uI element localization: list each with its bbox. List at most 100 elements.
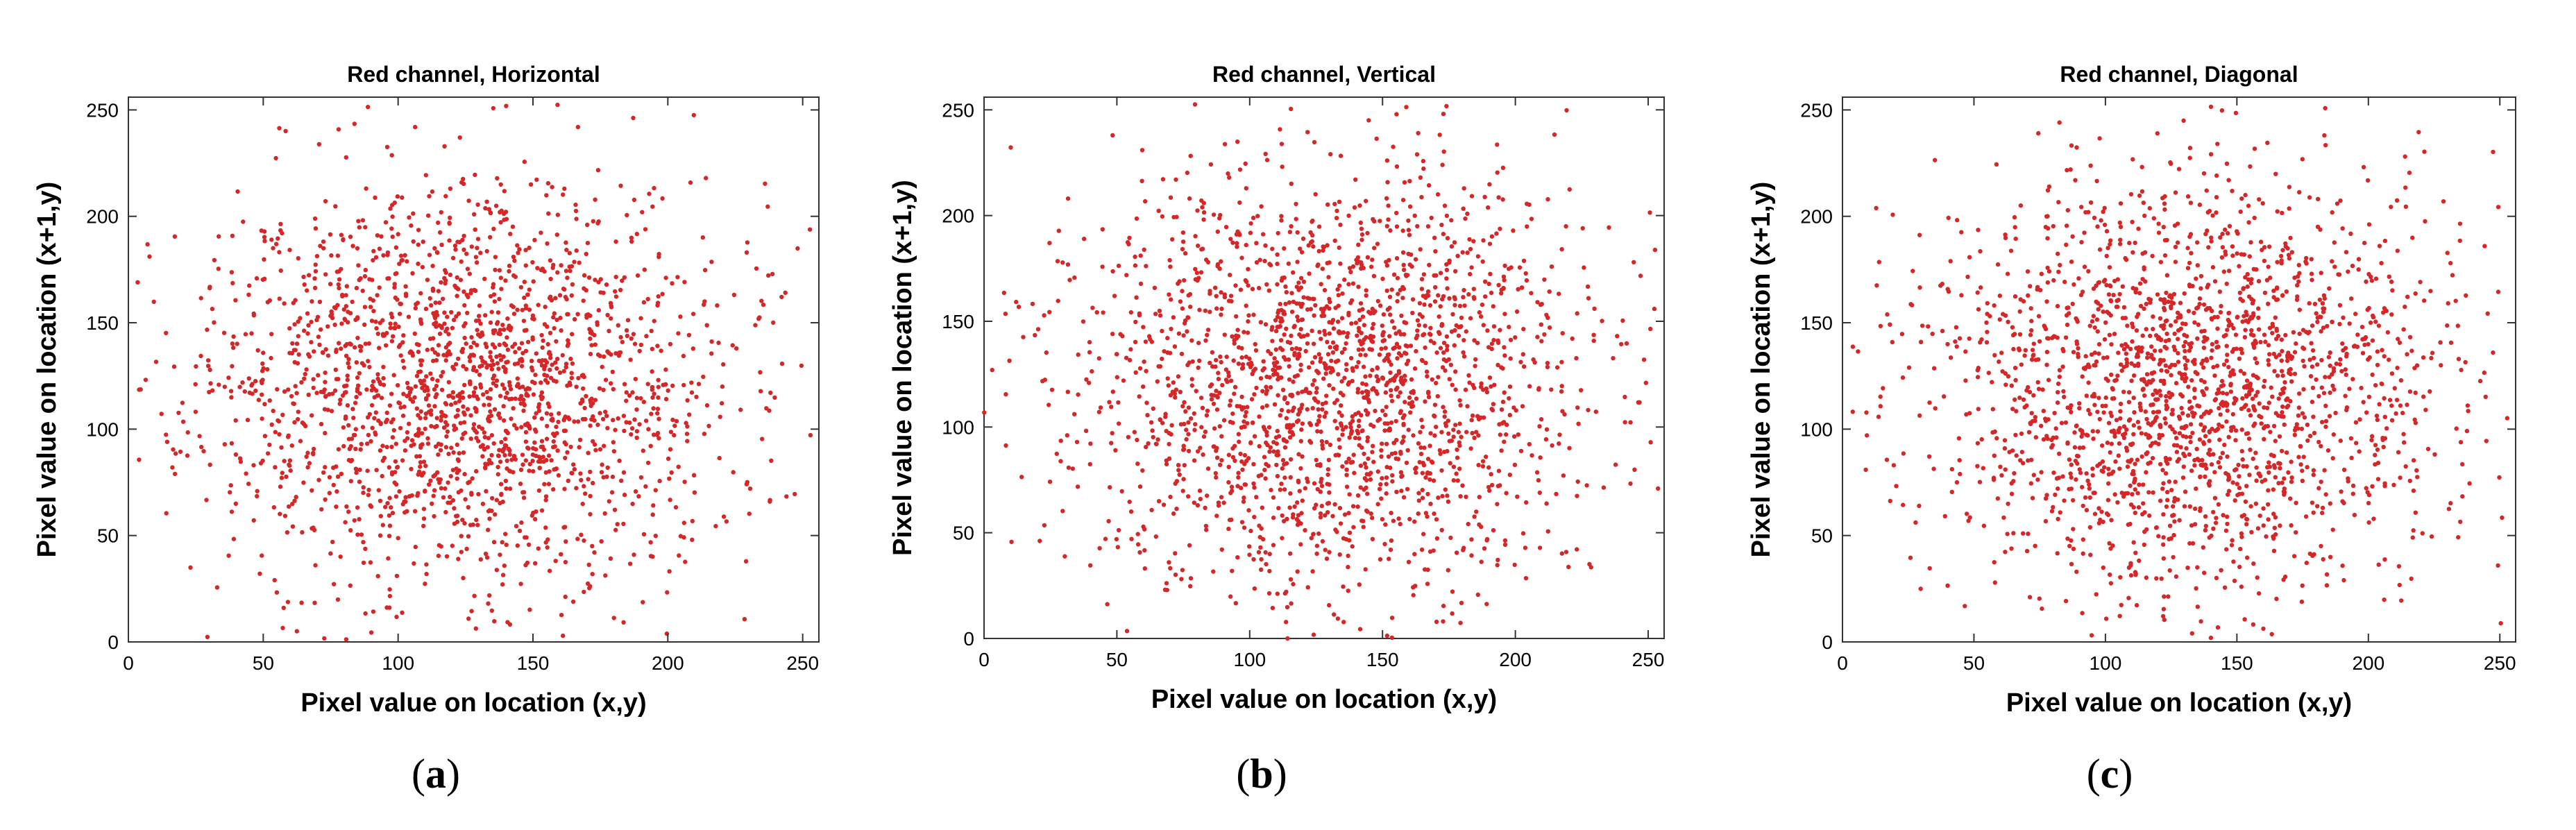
scatter-point <box>611 449 617 454</box>
scatter-point <box>1056 298 1060 303</box>
scatter-point <box>1150 428 1155 433</box>
scatter-point <box>701 374 706 380</box>
scatter-point <box>387 534 392 539</box>
scatter-point <box>1346 213 1351 218</box>
scatter-point <box>530 380 535 384</box>
scatter-point <box>1338 261 1343 266</box>
scatter-point <box>411 211 416 216</box>
scatter-point <box>1428 332 1433 337</box>
scatter-point <box>393 271 398 276</box>
scatter-point <box>2308 373 2314 379</box>
scatter-point <box>1258 376 1264 381</box>
scatter-point <box>391 427 396 433</box>
scatter-point <box>318 327 323 332</box>
scatter-point <box>1294 201 1298 207</box>
scatter-point <box>507 269 511 273</box>
scatter-point <box>2002 446 2008 451</box>
scatter-point <box>2102 337 2108 342</box>
scatter-point <box>1287 430 1293 434</box>
scatter-point <box>1285 400 1290 406</box>
scatter-point <box>2240 319 2245 324</box>
scatter-point <box>380 443 385 448</box>
scatter-point <box>1392 345 1398 350</box>
scatter-point <box>574 217 579 221</box>
scatter-point <box>2421 355 2426 360</box>
scatter-point <box>1203 523 1209 529</box>
scatter-point <box>289 393 294 399</box>
scatter-point <box>1403 321 1409 325</box>
scatter-point <box>1480 259 1485 264</box>
scatter-point <box>261 366 266 371</box>
scatter-point <box>214 585 220 590</box>
scatter-point <box>1489 472 1493 477</box>
scatter-point <box>1337 437 1341 442</box>
scatter-point <box>1230 240 1235 245</box>
scatter-point <box>504 103 509 108</box>
scatter-point <box>534 453 539 458</box>
scatter-point <box>537 466 542 471</box>
scatter-point <box>685 439 690 443</box>
scatter-point <box>390 214 395 219</box>
scatter-point <box>1346 511 1351 516</box>
scatter-point <box>2188 439 2193 445</box>
y-axis-label: Pixel value on location (x+1,y) <box>33 182 62 558</box>
scatter-point <box>2439 363 2443 368</box>
scatter-point <box>2198 422 2203 427</box>
scatter-point <box>401 391 406 396</box>
scatter-point <box>604 414 609 418</box>
scatter-point <box>1495 563 1500 568</box>
scatter-point <box>1110 269 1115 274</box>
scatter-point <box>1327 331 1332 336</box>
scatter-point <box>1336 303 1341 308</box>
scatter-point <box>457 239 462 244</box>
scatter-point <box>228 483 233 488</box>
scatter-point <box>436 553 441 559</box>
scatter-point <box>1364 508 1369 513</box>
scatter-point <box>1500 197 1505 202</box>
scatter-point <box>1106 518 1111 524</box>
scatter-point <box>402 448 408 453</box>
scatter-point <box>1371 217 1375 222</box>
scatter-point <box>1500 421 1505 425</box>
scatter-point <box>1244 409 1248 415</box>
scatter-point <box>474 430 479 435</box>
scatter-point <box>340 393 346 398</box>
scatter-point <box>589 396 594 401</box>
scatter-point <box>2128 573 2134 578</box>
scatter-point <box>185 453 190 458</box>
scatter-point <box>1495 557 1500 563</box>
scatter-point <box>369 319 375 323</box>
scatter-point <box>453 414 459 419</box>
scatter-point <box>567 416 572 421</box>
scatter-point <box>1624 341 1629 346</box>
scatter-point <box>663 367 668 372</box>
scatter-point <box>521 496 527 500</box>
scatter-point <box>1524 278 1530 283</box>
scatter-point <box>1096 356 1102 361</box>
scatter-point <box>1181 333 1186 338</box>
scatter-point <box>2187 541 2192 546</box>
scatter-point <box>1196 365 1201 370</box>
scatter-point <box>2286 253 2291 257</box>
scatter-point <box>2315 362 2320 367</box>
scatter-point <box>2180 411 2185 416</box>
scatter-point <box>1144 400 1149 405</box>
scatter-point <box>493 512 498 517</box>
scatter-point <box>1362 487 1366 492</box>
scatter-point <box>427 253 432 257</box>
scatter-point <box>1296 351 1302 357</box>
scatter-point <box>479 355 484 360</box>
scatter-point <box>1014 299 1019 305</box>
scatter-point <box>170 465 175 470</box>
scatter-point <box>1133 339 1138 344</box>
scatter-point <box>2373 276 2379 281</box>
scatter-point <box>668 447 673 452</box>
scatter-point <box>2275 260 2280 264</box>
scatter-point <box>1410 310 1415 316</box>
scatter-point <box>1375 298 1381 304</box>
scatter-point <box>2204 188 2209 193</box>
scatter-point <box>1187 196 1192 201</box>
scatter-point <box>1139 148 1145 153</box>
scatter-series <box>1850 104 2510 641</box>
scatter-point <box>262 229 267 234</box>
